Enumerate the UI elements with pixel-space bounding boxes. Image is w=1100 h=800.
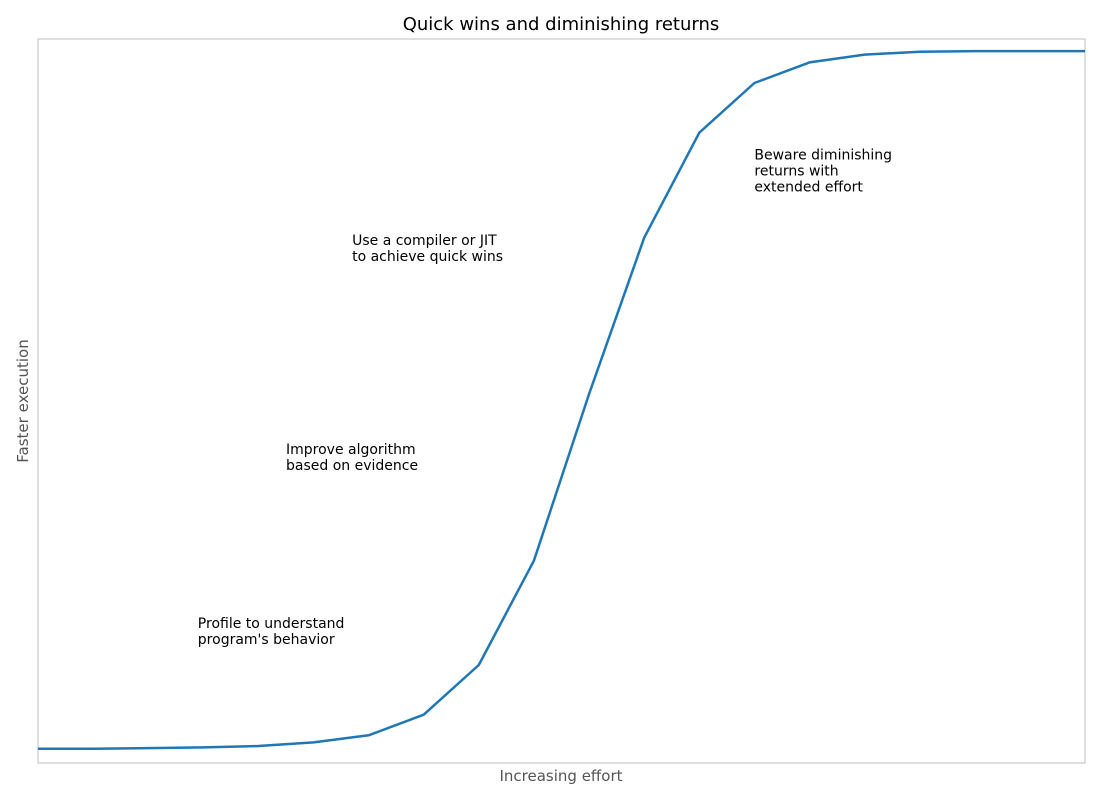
plot-frame (37, 38, 1086, 764)
annotation-profile-line-1: program's behavior (198, 632, 335, 648)
annotation-layer: Profile to understand program's behavior I… (198, 148, 892, 648)
series-line-0 (38, 49, 1085, 751)
x-axis-label: Increasing effort (499, 767, 622, 785)
annotation-compiler-line-1: to achieve quick wins (352, 249, 503, 265)
y-axis-label: Faster execution (14, 339, 32, 462)
chart-title: Quick wins and diminishing returns (403, 14, 720, 35)
annotation-profile: Profile to understand program's behavior (198, 616, 345, 648)
annotation-compiler-line-0: Use a compiler or JIT (352, 233, 497, 249)
annotation-compiler: Use a compiler or JIT to achieve quick wi… (352, 233, 503, 265)
annotation-algorithm: Improve algorithm based on evidence (286, 442, 418, 474)
annotation-diminishing-line-1: returns with (754, 164, 838, 180)
series-layer (38, 49, 1085, 751)
annotation-diminishing: Beware diminishing returns with extended e… (754, 148, 892, 196)
annotation-algorithm-line-1: based on evidence (286, 458, 418, 474)
annotation-algorithm-line-0: Improve algorithm (286, 442, 416, 458)
annotation-profile-line-0: Profile to understand (198, 616, 345, 632)
annotation-diminishing-line-0: Beware diminishing (754, 148, 892, 164)
annotation-diminishing-line-2: extended effort (754, 180, 863, 196)
